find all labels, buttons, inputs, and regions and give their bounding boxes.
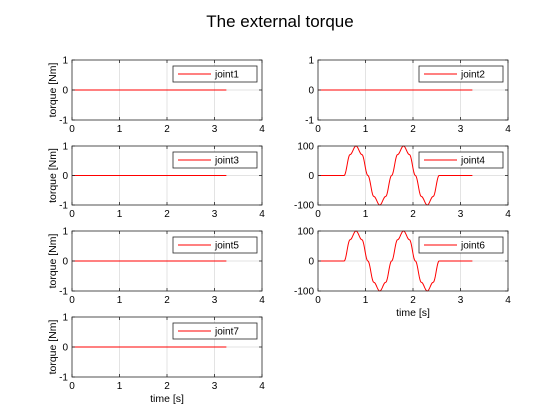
x-tick-label: 0 <box>69 295 75 306</box>
y-tick-label: -1 <box>59 116 68 127</box>
x-tick-label: 1 <box>363 295 369 306</box>
x-tick-label: 3 <box>212 295 218 306</box>
figure-title: The external torque <box>206 12 353 31</box>
legend: joint5 <box>172 236 258 254</box>
y-tick-label: 0 <box>308 171 314 182</box>
legend-box <box>172 65 258 83</box>
x-tick-label: 4 <box>505 209 511 220</box>
y-tick-label: -100 <box>294 201 314 212</box>
legend-entry: joint6 <box>460 241 485 252</box>
legend-box <box>418 236 504 254</box>
x-tick-label: 4 <box>259 381 265 392</box>
legend: joint3 <box>172 151 258 169</box>
legend: joint6 <box>418 236 504 254</box>
x-tick-label: 0 <box>315 209 321 220</box>
y-axis-label: torque [Nm] <box>47 233 59 288</box>
x-tick-label: 4 <box>259 124 265 135</box>
x-tick-label: 3 <box>458 124 464 135</box>
legend-box <box>172 151 258 169</box>
y-tick-label: 1 <box>308 56 314 67</box>
y-axis-label: torque [Nm] <box>47 319 59 374</box>
legend-entry: joint2 <box>460 70 485 81</box>
y-tick-label: -100 <box>294 287 314 298</box>
legend-box <box>418 151 504 169</box>
legend: joint7 <box>172 322 258 340</box>
x-axis-label: time [s] <box>150 393 184 405</box>
legend-box <box>172 236 258 254</box>
y-tick-label: 0 <box>62 343 68 354</box>
y-tick-label: 1 <box>62 313 68 324</box>
x-tick-label: 3 <box>458 295 464 306</box>
legend-entry: joint1 <box>214 70 239 81</box>
x-axis-label: time [s] <box>396 307 430 319</box>
y-tick-label: 0 <box>62 86 68 97</box>
x-tick-label: 1 <box>363 209 369 220</box>
legend-entry: joint3 <box>214 156 239 167</box>
x-tick-label: 0 <box>315 295 321 306</box>
x-tick-label: 2 <box>164 209 170 220</box>
legend: joint4 <box>418 151 504 169</box>
x-tick-label: 3 <box>212 209 218 220</box>
x-tick-label: 1 <box>117 124 123 135</box>
x-tick-label: 2 <box>410 295 416 306</box>
x-tick-label: 0 <box>69 124 75 135</box>
x-tick-label: 3 <box>212 124 218 135</box>
series-line-joint6 <box>318 230 473 292</box>
y-tick-label: 0 <box>308 86 314 97</box>
legend-entry: joint5 <box>214 241 239 252</box>
y-tick-label: -1 <box>305 116 314 127</box>
legend-box <box>418 65 504 83</box>
x-tick-label: 2 <box>164 381 170 392</box>
x-tick-label: 0 <box>69 381 75 392</box>
x-tick-label: 1 <box>363 124 369 135</box>
x-tick-label: 2 <box>410 124 416 135</box>
y-tick-label: -1 <box>59 373 68 384</box>
x-tick-label: 1 <box>117 295 123 306</box>
y-tick-label: 1 <box>62 142 68 153</box>
legend: joint2 <box>418 65 504 83</box>
legend-entry: joint4 <box>460 156 485 167</box>
x-tick-label: 3 <box>212 381 218 392</box>
series-line-joint4 <box>318 145 473 206</box>
y-tick-label: 1 <box>62 227 68 238</box>
x-tick-label: 2 <box>164 295 170 306</box>
y-tick-label: 1 <box>62 56 68 67</box>
x-tick-label: 2 <box>164 124 170 135</box>
y-axis-label: torque [Nm] <box>47 148 59 203</box>
x-tick-label: 0 <box>315 124 321 135</box>
y-tick-label: 0 <box>62 171 68 182</box>
x-tick-label: 1 <box>117 209 123 220</box>
y-axis-label: torque [Nm] <box>47 62 59 117</box>
x-tick-label: 1 <box>117 381 123 392</box>
y-tick-label: -1 <box>59 287 68 298</box>
x-tick-label: 0 <box>69 209 75 220</box>
x-tick-label: 3 <box>458 209 464 220</box>
x-tick-label: 2 <box>410 209 416 220</box>
y-tick-label: 100 <box>297 142 314 153</box>
legend-box <box>172 322 258 340</box>
y-tick-label: 0 <box>308 257 314 268</box>
x-tick-label: 4 <box>505 295 511 306</box>
y-tick-label: 0 <box>62 257 68 268</box>
y-tick-label: -1 <box>59 201 68 212</box>
legend: joint1 <box>172 65 258 83</box>
x-tick-label: 4 <box>505 124 511 135</box>
x-tick-label: 4 <box>259 295 265 306</box>
x-tick-label: 4 <box>259 209 265 220</box>
y-tick-label: 100 <box>297 227 314 238</box>
legend-entry: joint7 <box>214 327 239 338</box>
